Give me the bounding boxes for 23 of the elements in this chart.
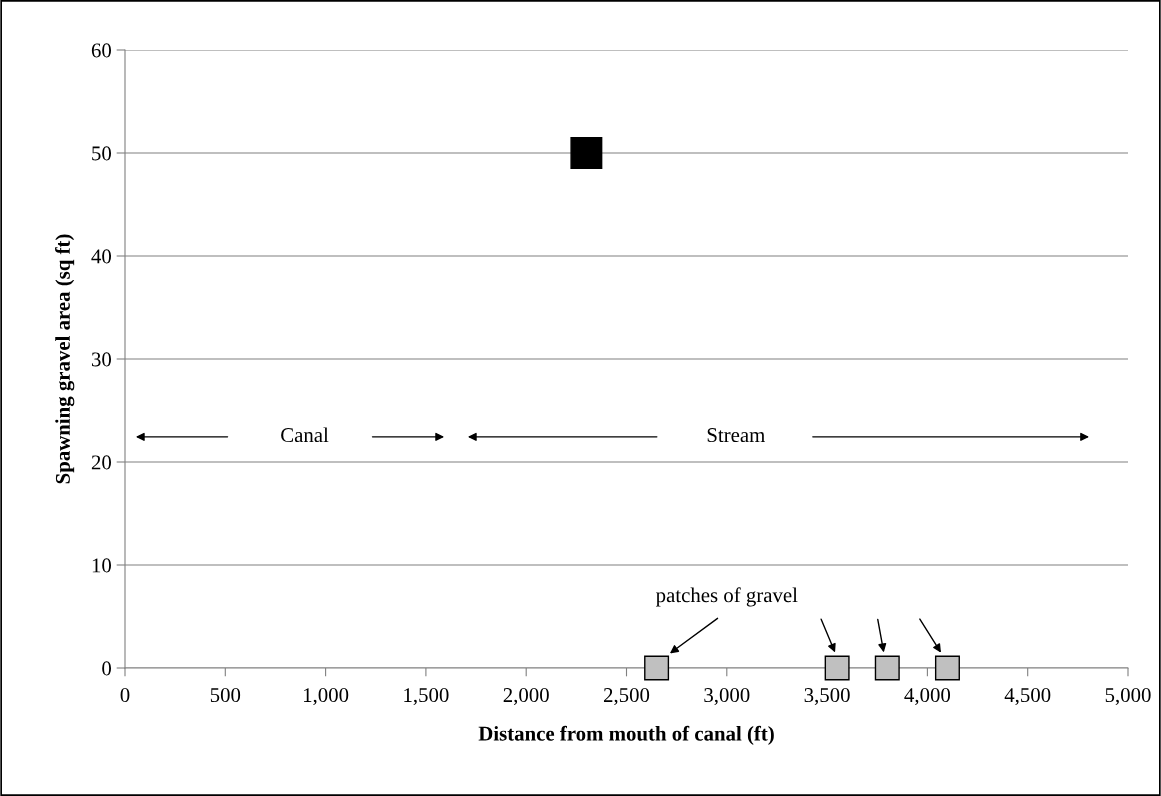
- x-tick-label: 5,000: [1105, 688, 1151, 706]
- x-tick-label: 0: [120, 688, 130, 703]
- x-tick-label: 2,500: [603, 688, 650, 706]
- y-tick-label: 50: [92, 146, 112, 161]
- annotation: Stream: [707, 428, 766, 443]
- y-tick-label: 10: [92, 558, 112, 573]
- x-tick-label: 500: [210, 688, 241, 703]
- x-tick-label: 3,500: [804, 688, 850, 706]
- x-tick-label: 2,000: [503, 688, 549, 706]
- y-tick-label: 0: [102, 661, 112, 676]
- y-tick-label: 30: [91, 352, 112, 367]
- x-tick-label: 4,000: [904, 688, 951, 706]
- y-axis-title: Spawning gravel area (sq ft): [55, 234, 75, 484]
- y-tick-label: 40: [91, 249, 112, 264]
- y-tick-label: 60: [91, 43, 112, 58]
- x-tick-label: 4,500: [1004, 688, 1051, 706]
- x-tick-label: 1,000: [304, 688, 349, 706]
- x-tick-label: 1,500: [404, 688, 449, 706]
- y-tick-label: 20: [91, 455, 112, 470]
- annotation: patches of gravel: [655, 587, 798, 607]
- x-axis-title: Distance from mouth of canal (ft): [478, 725, 774, 745]
- x-tick-label: 3,000: [704, 688, 750, 706]
- annotation: Canal: [281, 427, 329, 443]
